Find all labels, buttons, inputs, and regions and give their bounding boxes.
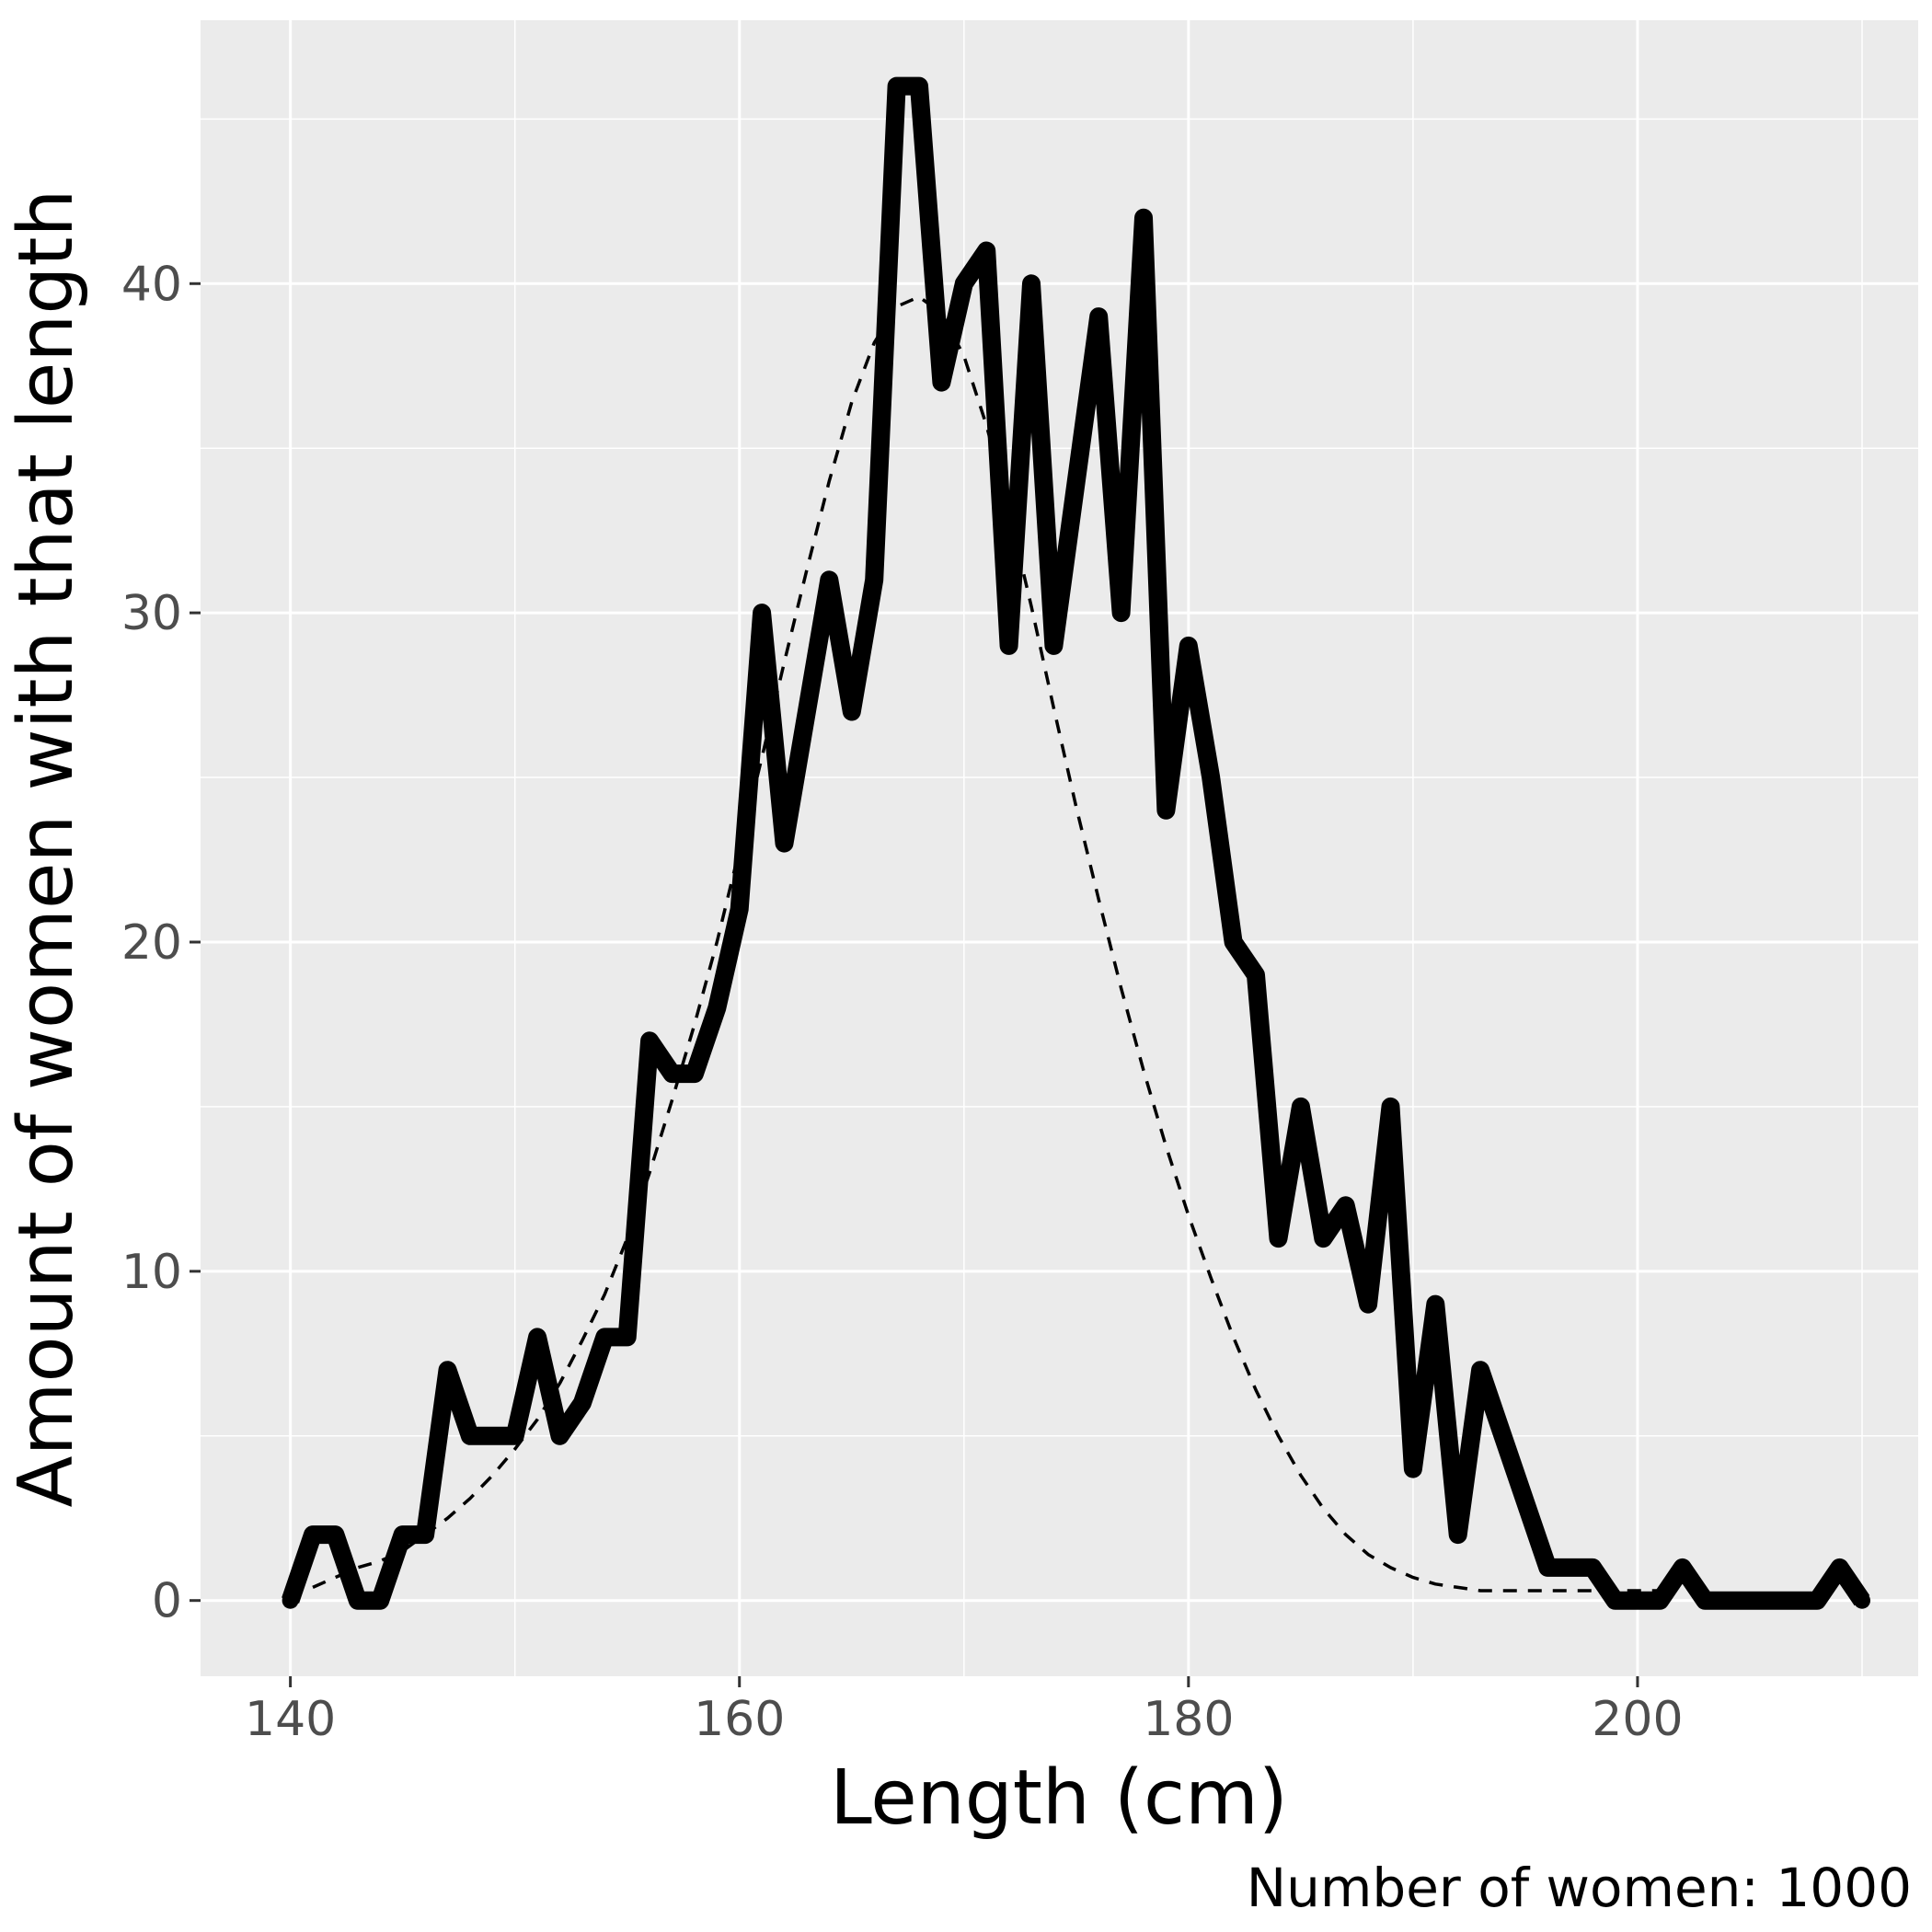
- count-point: [484, 1427, 501, 1444]
- count-point: [798, 703, 815, 720]
- count-point: [573, 1395, 591, 1411]
- count-point: [1382, 1098, 1399, 1115]
- axis-ticks: [190, 282, 1639, 1687]
- count-point: [1045, 637, 1063, 654]
- count-point: [1404, 1460, 1421, 1478]
- x-tick-label: 140: [245, 1692, 336, 1747]
- count-point: [1561, 1558, 1579, 1576]
- y-tick-label: 10: [121, 1245, 182, 1300]
- minor-gridlines: [201, 20, 1918, 1676]
- count-point: [1157, 801, 1175, 819]
- count-point: [1000, 637, 1018, 654]
- count-point: [911, 77, 927, 95]
- count-point: [1539, 1558, 1557, 1576]
- count-point: [1719, 1592, 1736, 1609]
- count-point: [1337, 1197, 1354, 1214]
- count-point: [1067, 473, 1085, 489]
- count-point: [596, 1328, 614, 1346]
- count-point: [1628, 1592, 1646, 1609]
- count-point: [417, 1526, 434, 1544]
- count-point: [1786, 1592, 1803, 1609]
- count-point: [349, 1592, 366, 1609]
- count-point: [708, 999, 726, 1017]
- y-tick-label: 40: [121, 257, 182, 312]
- y-tick-labels: 0 10 20 30 40: [121, 257, 182, 1628]
- count-point: [1854, 1592, 1870, 1609]
- count-point: [978, 242, 995, 259]
- x-axis-title: Length (cm): [830, 1754, 1288, 1842]
- count-point: [394, 1526, 411, 1544]
- count-point: [305, 1526, 321, 1544]
- count-point: [1112, 604, 1130, 622]
- count-point: [282, 1592, 299, 1609]
- count-point: [1270, 1230, 1287, 1248]
- count-point: [1742, 1592, 1758, 1609]
- count-point: [1606, 1592, 1624, 1609]
- count-point: [866, 571, 883, 589]
- chart-caption: Number of women: 1000: [1247, 1857, 1912, 1919]
- dashed-smooth-line: [312, 294, 1661, 1593]
- count-point: [372, 1592, 389, 1609]
- count-point: [551, 1427, 569, 1444]
- count-point: [1023, 275, 1040, 293]
- y-tick-label: 0: [152, 1574, 182, 1629]
- count-point: [1360, 1295, 1377, 1313]
- count-point: [1449, 1526, 1466, 1544]
- count-point: [1135, 209, 1152, 226]
- count-point: [1831, 1558, 1848, 1576]
- count-point: [327, 1526, 344, 1544]
- x-tick-label: 180: [1143, 1692, 1234, 1747]
- count-point: [1516, 1493, 1534, 1511]
- count-point: [1472, 1362, 1489, 1379]
- series-layer: [282, 76, 1870, 1610]
- count-point: [641, 1032, 659, 1050]
- count-point: [685, 1065, 703, 1083]
- x-tick-labels: 140 160 180 200: [245, 1692, 1684, 1747]
- count-point: [1651, 1592, 1669, 1609]
- count-point: [1427, 1295, 1444, 1313]
- count-point: [888, 77, 905, 95]
- count-point: [1764, 1592, 1781, 1609]
- count-point: [1202, 769, 1220, 787]
- count-point: [1809, 1592, 1826, 1609]
- count-point: [439, 1362, 456, 1379]
- count-point: [506, 1427, 523, 1444]
- count-point: [1292, 1098, 1309, 1115]
- count-point: [663, 1065, 681, 1083]
- count-point: [1179, 637, 1197, 654]
- count-point: [1248, 966, 1264, 983]
- count-point: [730, 901, 748, 918]
- count-point: [1090, 308, 1108, 326]
- count-point: [1696, 1592, 1714, 1609]
- count-point: [1494, 1427, 1512, 1444]
- count-point: [618, 1328, 636, 1346]
- count-point: [753, 604, 771, 622]
- y-tick-label: 20: [121, 915, 182, 971]
- count-point: [776, 834, 793, 852]
- y-tick-label: 30: [121, 586, 182, 641]
- count-point: [529, 1328, 546, 1346]
- count-point: [1315, 1230, 1332, 1248]
- x-tick-label: 200: [1592, 1692, 1683, 1747]
- count-point: [1225, 934, 1242, 950]
- count-point: [1673, 1558, 1691, 1576]
- count-point: [955, 275, 972, 293]
- count-point: [461, 1427, 478, 1444]
- count-point: [843, 703, 860, 720]
- y-axis-title: Amount of women with that length: [3, 190, 90, 1508]
- count-point: [821, 571, 838, 589]
- count-point: [933, 374, 950, 391]
- x-tick-label: 160: [694, 1692, 785, 1747]
- plot-panel: [201, 20, 1918, 1676]
- count-point: [1584, 1558, 1602, 1576]
